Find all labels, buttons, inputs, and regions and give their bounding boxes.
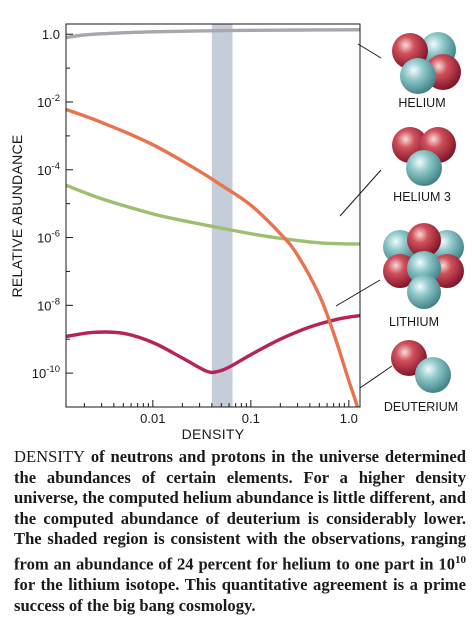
caption-tail: for the lithium isotope. This quantitati…: [14, 575, 466, 615]
helium-nucleus-icon: [392, 32, 461, 94]
series-line-lithium: [66, 313, 360, 375]
x-tick-label: 0.1: [242, 411, 260, 426]
y-tick-label: 10-4: [37, 161, 60, 178]
leader-line-helium3: [339, 169, 382, 217]
leader-line-deuterium: [359, 365, 393, 389]
y-tick-label: 10-10: [32, 364, 60, 381]
y-tick-label: 10-8: [37, 296, 60, 313]
leader-line-helium: [357, 43, 382, 59]
y-tick-label: 1.0: [42, 27, 60, 42]
caption-exponent: 10: [455, 553, 466, 566]
y-tick-label: 10-2: [37, 93, 60, 110]
label-helium: HELIUM: [398, 96, 445, 110]
series-line-deuterium: [66, 107, 360, 407]
x-tick-label: 0.01: [140, 411, 165, 426]
caption-body: of neutrons and protons in the universe …: [14, 447, 466, 574]
label-deuterium: DEUTERIUM: [384, 400, 458, 414]
caption-lead: DENSITY: [14, 447, 85, 466]
figure-caption: DENSITY of neutrons and protons in the u…: [14, 447, 466, 616]
series-line-helium: [66, 28, 360, 40]
y-tick-label: 10-6: [37, 229, 60, 246]
series-line-helium3: [66, 183, 360, 246]
shaded-region: [211, 24, 233, 407]
lithium-nucleus-icon: [383, 223, 464, 309]
x-axis-label: DENSITY: [182, 426, 245, 442]
deuterium-nucleus-icon: [391, 340, 451, 393]
abundance-chart: 1.0 10-2 10-4 10-6 10-8 10-10 0.01 0.1 1…: [9, 23, 464, 442]
x-tick-label: 1.0: [340, 411, 358, 426]
label-lithium: LITHIUM: [389, 315, 439, 329]
leader-line-lithium: [335, 279, 381, 307]
helium3-nucleus-icon: [392, 127, 456, 186]
label-helium3: HELIUM 3: [393, 190, 451, 204]
y-axis-label: RELATIVE ABUNDANCE: [9, 134, 25, 297]
plot-frame: [65, 23, 361, 408]
